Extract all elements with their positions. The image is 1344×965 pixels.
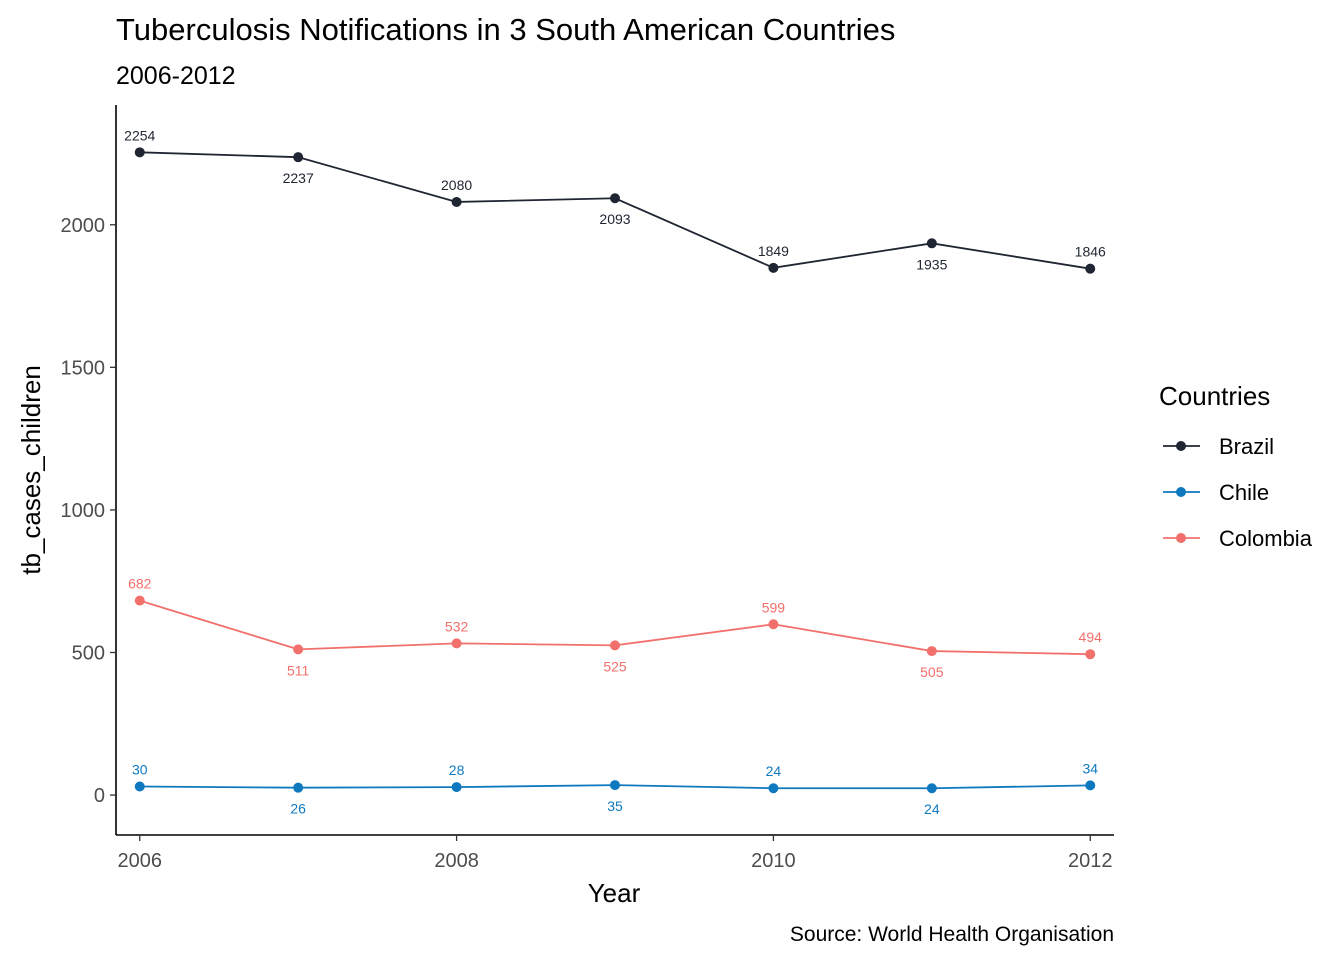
brazil-point	[451, 196, 462, 207]
brazil-point	[134, 147, 145, 158]
x-tick-label: 2006	[118, 850, 163, 872]
chile-point	[451, 782, 462, 793]
y-tick-label: 2000	[61, 215, 106, 237]
colombia-point	[926, 646, 937, 657]
colombia-point	[768, 619, 779, 630]
brazil-data-label: 2080	[441, 177, 472, 193]
colombia-point	[451, 638, 462, 649]
chart-caption: Source: World Health Organisation	[790, 923, 1114, 946]
brazil-data-label: 1846	[1075, 244, 1106, 260]
colombia-point	[1085, 649, 1096, 660]
chart-title: Tuberculosis Notifications in 3 South Am…	[116, 12, 895, 47]
brazil-data-label: 1935	[916, 256, 947, 272]
brazil-point	[768, 262, 779, 273]
colombia-data-label: 505	[920, 664, 944, 680]
chile-point	[768, 783, 779, 794]
axes: 0 500 1000 1500 2000 2006 2008 2010 2012	[61, 105, 1114, 872]
chile-data-label: 24	[924, 801, 940, 817]
brazil-data-label: 2237	[283, 170, 314, 186]
chile-legend-label: Chile	[1219, 480, 1269, 505]
chile-point	[1085, 780, 1096, 791]
chile-legend-point	[1176, 487, 1186, 497]
brazil-point	[610, 193, 620, 204]
legend-title: Countries	[1159, 381, 1270, 411]
colombia-legend-point	[1176, 533, 1186, 543]
chile-data-label: 30	[132, 762, 148, 778]
colombia-legend-label: Colombia	[1219, 526, 1313, 551]
chile-data-label: 28	[449, 762, 465, 778]
x-tick-label: 2008	[434, 850, 479, 872]
y-tick-label: 1500	[61, 357, 106, 379]
colombia-point	[293, 644, 304, 655]
chile-point	[926, 783, 937, 794]
brazil-point	[926, 238, 937, 249]
brazil-legend-label: Brazil	[1219, 434, 1274, 459]
legend: Countries Brazil Chile Colombia	[1159, 381, 1313, 551]
y-tick-label: 1000	[61, 500, 106, 522]
colombia-data-label: 525	[603, 658, 627, 674]
brazil-point	[293, 152, 304, 163]
colombia-data-label: 511	[287, 662, 310, 678]
colombia-point	[610, 640, 620, 651]
colombia-data-label: 494	[1079, 629, 1103, 645]
chile-point	[610, 780, 620, 791]
y-axis-title: tb_cases_children	[16, 365, 46, 575]
colombia-data-label: 532	[445, 618, 469, 634]
brazil-point	[1085, 263, 1096, 274]
brazil-legend-point	[1176, 441, 1186, 451]
chart-subtitle: 2006-2012	[116, 62, 236, 90]
x-axis-title: Year	[588, 878, 641, 908]
colombia-data-label: 682	[128, 576, 152, 592]
x-tick-label: 2010	[751, 850, 796, 872]
x-tick-label: 2012	[1068, 850, 1113, 872]
brazil-data-label: 2093	[599, 211, 630, 227]
chile-point	[134, 781, 145, 792]
chile-point	[293, 782, 304, 793]
chile-data-label: 35	[607, 798, 623, 814]
colombia-data-label: 599	[762, 599, 786, 615]
chile-data-label: 34	[1082, 760, 1098, 776]
series-layer	[134, 147, 1096, 794]
brazil-data-label: 2254	[124, 127, 155, 143]
chile-data-label: 24	[766, 763, 782, 779]
y-tick-label: 0	[94, 785, 105, 807]
brazil-data-label: 1849	[758, 243, 789, 259]
chile-data-label: 26	[290, 801, 306, 817]
data-labels-layer: 2254 2237 2080 2093 1849 1935 1846 30 26 28 35 24 24…	[124, 127, 1106, 817]
y-tick-label: 500	[72, 643, 105, 665]
colombia-point	[134, 595, 145, 606]
